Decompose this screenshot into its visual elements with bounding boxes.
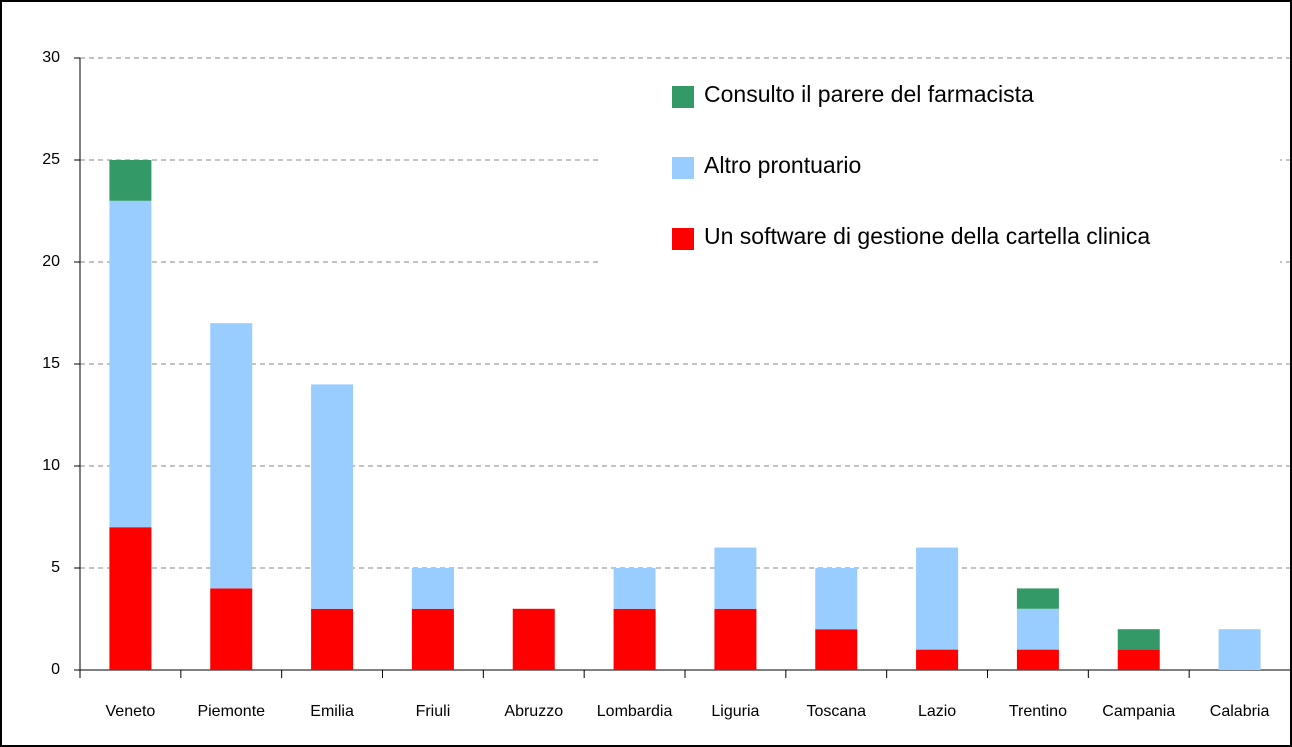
bar-segment — [109, 200, 152, 528]
bar-segment — [210, 323, 253, 589]
x-tick-label: Campania — [1102, 703, 1175, 720]
y-tick-label: 0 — [51, 661, 60, 678]
legend-swatch — [672, 86, 694, 108]
legend-swatch — [672, 157, 694, 179]
bar-segment — [1016, 649, 1059, 670]
x-tick-label: Abruzzo — [504, 703, 563, 720]
bar-segment — [411, 568, 454, 609]
y-tick-label: 10 — [42, 457, 60, 474]
bar-segment — [815, 629, 858, 670]
bar-segment — [311, 608, 354, 670]
x-tick-label: Calabria — [1210, 703, 1270, 720]
x-tick-label: Veneto — [106, 703, 156, 720]
bar-segment — [1218, 629, 1261, 670]
bar-segment — [916, 547, 959, 650]
x-tick-label: Toscana — [806, 703, 866, 720]
bar-segment — [613, 568, 656, 609]
y-tick-label: 15 — [42, 355, 60, 372]
bar-segment — [311, 384, 354, 609]
x-tick-label: Trentino — [1009, 703, 1067, 720]
bar-segment — [1117, 649, 1160, 670]
legend-swatch — [672, 228, 694, 250]
bar-segment — [1016, 588, 1059, 609]
bar-segment — [1117, 629, 1160, 650]
x-tick-label: Lazio — [918, 703, 956, 720]
bar-segment — [109, 160, 152, 201]
y-tick-label: 5 — [51, 559, 60, 576]
bar-segment — [109, 527, 152, 670]
y-tick-label: 25 — [42, 151, 60, 168]
bar-segment — [210, 588, 253, 670]
y-tick-label: 20 — [42, 253, 60, 270]
bar-segment — [613, 608, 656, 670]
bar-segment — [714, 608, 757, 670]
legend-label: Un software di gestione della cartella c… — [704, 223, 1150, 249]
x-tick-label: Piemonte — [197, 703, 265, 720]
bar-segment — [411, 608, 454, 670]
bar-segment — [512, 608, 555, 670]
bar-segment — [815, 568, 858, 630]
legend-label: Altro prontuario — [704, 152, 861, 178]
x-tick-label: Friuli — [416, 703, 451, 720]
bar-segment — [714, 547, 757, 609]
bar-segment — [1016, 608, 1059, 650]
x-tick-label: Lombardia — [597, 703, 673, 720]
x-tick-label: Emilia — [310, 703, 354, 720]
legend-label: Consulto il parere del farmacista — [704, 81, 1034, 107]
y-tick-label: 30 — [42, 49, 60, 66]
bar-segment — [916, 649, 959, 670]
legend-box — [600, 66, 1280, 276]
x-tick-label: Liguria — [711, 703, 759, 720]
